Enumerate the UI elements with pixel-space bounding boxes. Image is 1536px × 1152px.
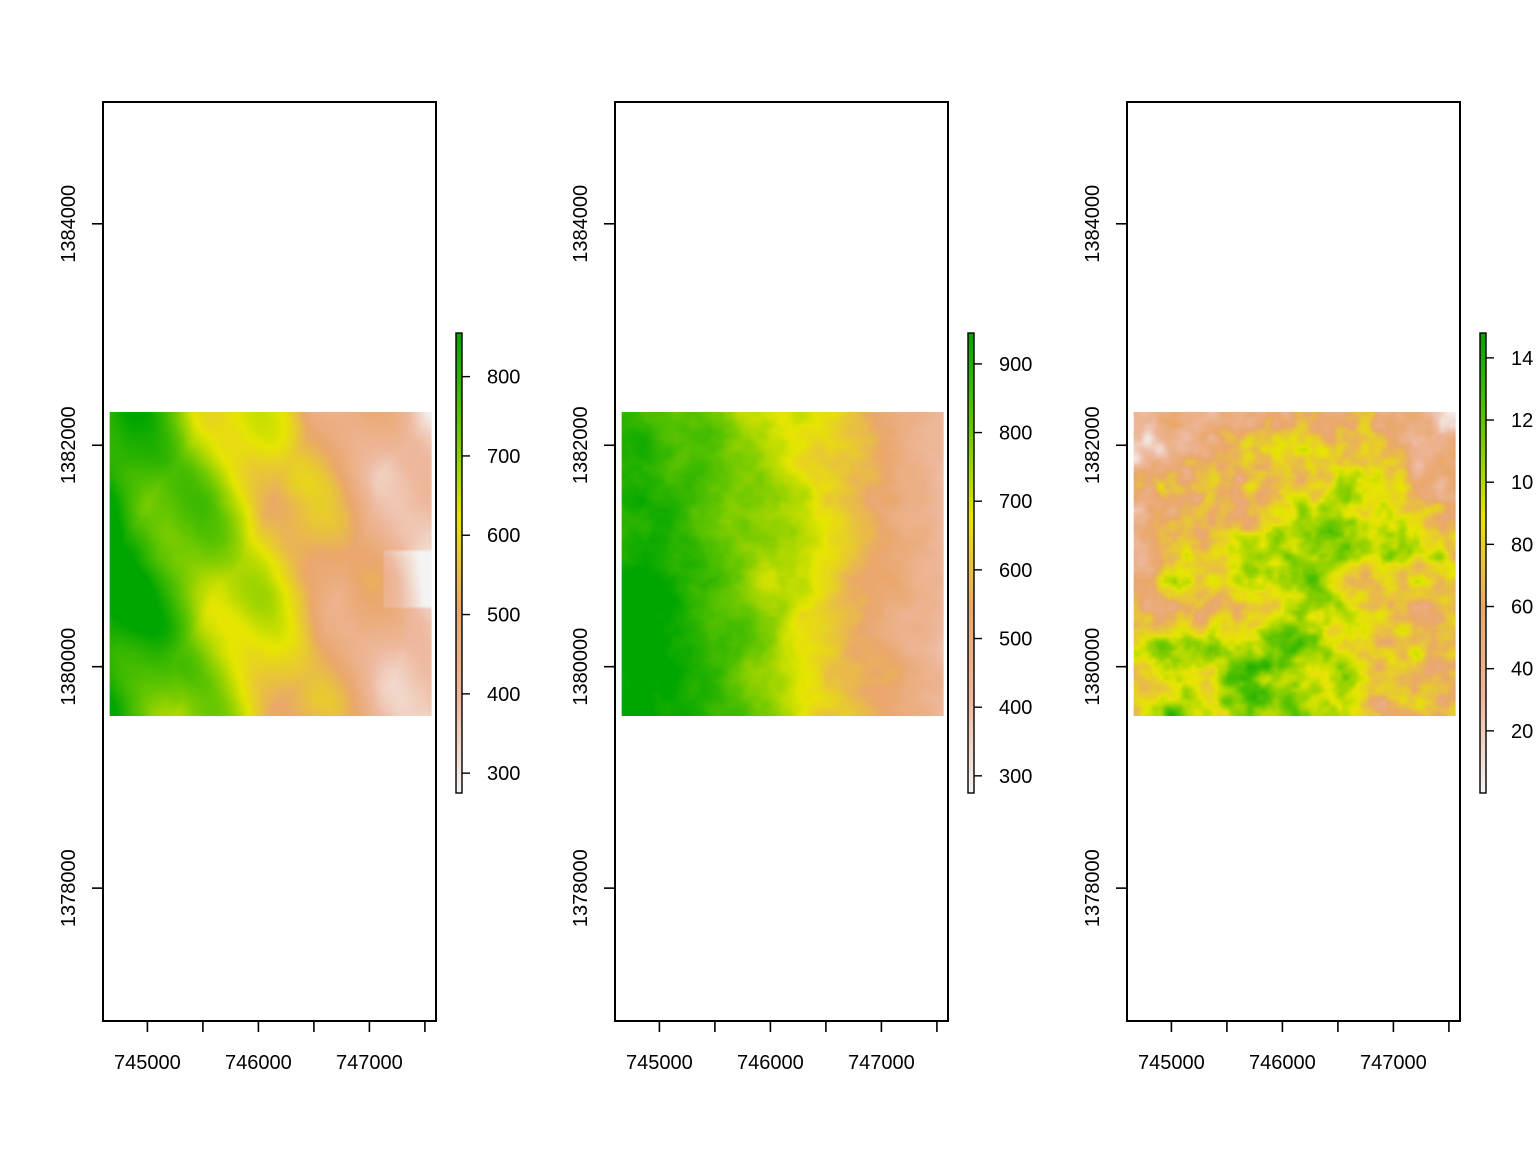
colorbar-tick-label: 400	[999, 697, 1032, 719]
x-tick-label: 745000	[1138, 1052, 1205, 1074]
colorbar-tick-label: 80	[1511, 534, 1533, 556]
x-tick-label: 745000	[114, 1052, 181, 1074]
colorbar-tick-label: 20	[1511, 721, 1533, 743]
x-tick-label: 746000	[737, 1052, 804, 1074]
colorbar-tick-label: 600	[487, 525, 520, 547]
colorbar	[1479, 332, 1487, 794]
colorbar-tick-label: 10	[1511, 472, 1533, 494]
colorbar-tick-label: 800	[999, 423, 1032, 445]
colorbar-tick-label: 700	[999, 491, 1032, 513]
raster-image	[1133, 412, 1456, 717]
x-tick-label: 747000	[336, 1052, 403, 1074]
y-tick-label: 1384000	[1082, 185, 1104, 263]
y-tick-label: 1384000	[58, 185, 80, 263]
y-tick-label: 1382000	[570, 406, 592, 484]
x-tick-label: 747000	[848, 1052, 915, 1074]
raster-image	[109, 412, 432, 717]
colorbar-tick-label: 800	[487, 367, 520, 389]
raster-panel-surface: 745000 746000 747000 1378000 1380000 1382000 1…	[570, 101, 1032, 1074]
colorbar-tick-label: 60	[1511, 597, 1533, 619]
y-tick-label: 1380000	[58, 628, 80, 706]
plot-frame	[102, 101, 437, 1022]
x-tick-label: 746000	[1249, 1052, 1316, 1074]
colorbar-tick-label: 500	[999, 629, 1032, 651]
y-tick-label: 1382000	[1082, 406, 1104, 484]
colorbar-tick-label: 700	[487, 446, 520, 468]
y-tick-label: 1378000	[58, 849, 80, 927]
colorbar-tick-label: 300	[999, 766, 1032, 788]
x-tick-label: 746000	[225, 1052, 292, 1074]
colorbar	[967, 332, 975, 794]
colorbar-tick-label: 40	[1511, 659, 1533, 681]
y-tick-label: 1380000	[1082, 628, 1104, 706]
raster-image	[621, 412, 944, 717]
y-tick-label: 1382000	[58, 406, 80, 484]
x-tick-label: 745000	[626, 1052, 693, 1074]
raster-panel-elevation: 745000 746000 747000 1378000 1380000 1382000 1…	[58, 101, 520, 1074]
colorbar-tick-label: 900	[999, 354, 1032, 376]
colorbar-tick-label: 500	[487, 605, 520, 627]
y-tick-label: 1380000	[570, 628, 592, 706]
y-tick-label: 1384000	[570, 185, 592, 263]
colorbar-tick-label: 400	[487, 684, 520, 706]
colorbar-tick-label: 14	[1511, 348, 1533, 370]
colorbar-tick-label: 600	[999, 560, 1032, 582]
plot-frame	[614, 101, 949, 1022]
y-tick-label: 1378000	[570, 849, 592, 927]
colorbar-tick-label: 300	[487, 763, 520, 785]
y-tick-label: 1378000	[1082, 849, 1104, 927]
raster-panel-index: 745000 746000 747000 1378000 1380000 1382000 1…	[1082, 101, 1533, 1074]
x-tick-label: 747000	[1360, 1052, 1427, 1074]
colorbar	[455, 332, 463, 794]
colorbar-tick-label: 12	[1511, 410, 1533, 432]
plot-frame	[1126, 101, 1461, 1022]
